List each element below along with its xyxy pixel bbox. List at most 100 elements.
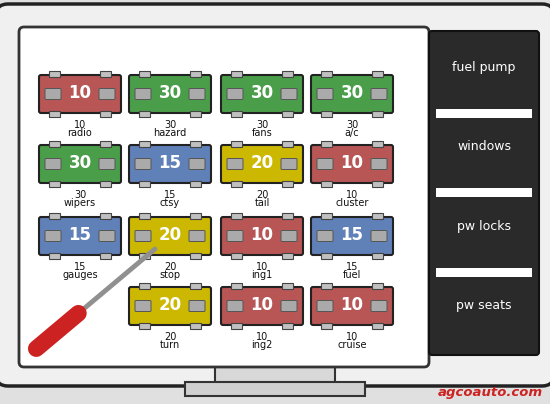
- Text: 10: 10: [250, 296, 273, 314]
- Text: ing1: ing1: [251, 270, 273, 280]
- Text: agcoauto.com: agcoauto.com: [438, 386, 543, 399]
- Bar: [282, 283, 293, 289]
- Bar: [139, 283, 150, 289]
- FancyBboxPatch shape: [281, 158, 297, 170]
- Text: 20: 20: [158, 296, 182, 314]
- Bar: [321, 323, 332, 329]
- Text: windows: windows: [457, 140, 511, 154]
- FancyBboxPatch shape: [221, 217, 303, 255]
- Text: 20: 20: [256, 190, 268, 200]
- Text: 30: 30: [74, 190, 86, 200]
- FancyBboxPatch shape: [135, 231, 151, 242]
- Bar: [139, 323, 150, 329]
- Text: 10: 10: [256, 262, 268, 272]
- Text: wipers: wipers: [64, 198, 96, 208]
- Text: 30: 30: [346, 120, 358, 130]
- FancyBboxPatch shape: [227, 158, 243, 170]
- Text: pw locks: pw locks: [457, 220, 511, 233]
- Bar: [100, 181, 111, 187]
- FancyBboxPatch shape: [317, 158, 333, 170]
- Bar: [231, 71, 242, 77]
- Bar: [190, 141, 201, 147]
- Text: 15: 15: [74, 262, 86, 272]
- Bar: [49, 181, 60, 187]
- FancyBboxPatch shape: [99, 231, 115, 242]
- Text: 15: 15: [69, 226, 91, 244]
- Bar: [231, 181, 242, 187]
- FancyBboxPatch shape: [129, 75, 211, 113]
- Bar: [436, 188, 532, 197]
- Text: 15: 15: [340, 226, 364, 244]
- Bar: [190, 111, 201, 117]
- FancyBboxPatch shape: [189, 301, 205, 311]
- Bar: [190, 71, 201, 77]
- Bar: [372, 283, 383, 289]
- Bar: [190, 323, 201, 329]
- Bar: [282, 181, 293, 187]
- FancyBboxPatch shape: [221, 287, 303, 325]
- FancyBboxPatch shape: [221, 145, 303, 183]
- FancyBboxPatch shape: [99, 158, 115, 170]
- Bar: [190, 213, 201, 219]
- Text: 15: 15: [158, 154, 182, 172]
- Text: 20: 20: [164, 262, 176, 272]
- Bar: [321, 141, 332, 147]
- FancyBboxPatch shape: [39, 145, 121, 183]
- Text: 30: 30: [250, 84, 273, 102]
- Text: ing2: ing2: [251, 340, 273, 350]
- Text: a/c: a/c: [345, 128, 359, 138]
- Bar: [139, 181, 150, 187]
- FancyBboxPatch shape: [99, 88, 115, 99]
- Text: 10: 10: [250, 226, 273, 244]
- FancyBboxPatch shape: [227, 301, 243, 311]
- Bar: [185, 382, 365, 396]
- FancyBboxPatch shape: [371, 158, 387, 170]
- FancyBboxPatch shape: [429, 31, 539, 355]
- Text: hazard: hazard: [153, 128, 186, 138]
- Bar: [372, 253, 383, 259]
- FancyBboxPatch shape: [189, 158, 205, 170]
- FancyBboxPatch shape: [227, 88, 243, 99]
- Bar: [231, 111, 242, 117]
- Bar: [321, 253, 332, 259]
- FancyBboxPatch shape: [45, 231, 61, 242]
- Bar: [100, 111, 111, 117]
- Text: ctsy: ctsy: [160, 198, 180, 208]
- Bar: [139, 71, 150, 77]
- FancyBboxPatch shape: [281, 88, 297, 99]
- Text: fans: fans: [252, 128, 272, 138]
- Bar: [372, 181, 383, 187]
- Text: 10: 10: [69, 84, 91, 102]
- FancyBboxPatch shape: [189, 231, 205, 242]
- FancyBboxPatch shape: [129, 287, 211, 325]
- FancyBboxPatch shape: [0, 4, 550, 386]
- Bar: [321, 181, 332, 187]
- Bar: [231, 253, 242, 259]
- Bar: [231, 323, 242, 329]
- Bar: [372, 111, 383, 117]
- Text: turn: turn: [160, 340, 180, 350]
- Bar: [139, 253, 150, 259]
- Bar: [282, 141, 293, 147]
- Text: 20: 20: [250, 154, 273, 172]
- Bar: [231, 213, 242, 219]
- Bar: [436, 109, 532, 118]
- Text: 20: 20: [164, 332, 176, 342]
- FancyBboxPatch shape: [311, 287, 393, 325]
- Bar: [215, 366, 335, 386]
- Bar: [49, 213, 60, 219]
- Text: fuel: fuel: [343, 270, 361, 280]
- Bar: [372, 141, 383, 147]
- Bar: [190, 253, 201, 259]
- Bar: [321, 71, 332, 77]
- Text: 15: 15: [164, 190, 176, 200]
- Bar: [321, 283, 332, 289]
- Bar: [139, 213, 150, 219]
- Bar: [282, 71, 293, 77]
- Bar: [100, 141, 111, 147]
- Text: 10: 10: [346, 190, 358, 200]
- Text: gauges: gauges: [62, 270, 98, 280]
- Bar: [321, 213, 332, 219]
- Bar: [372, 323, 383, 329]
- Bar: [49, 111, 60, 117]
